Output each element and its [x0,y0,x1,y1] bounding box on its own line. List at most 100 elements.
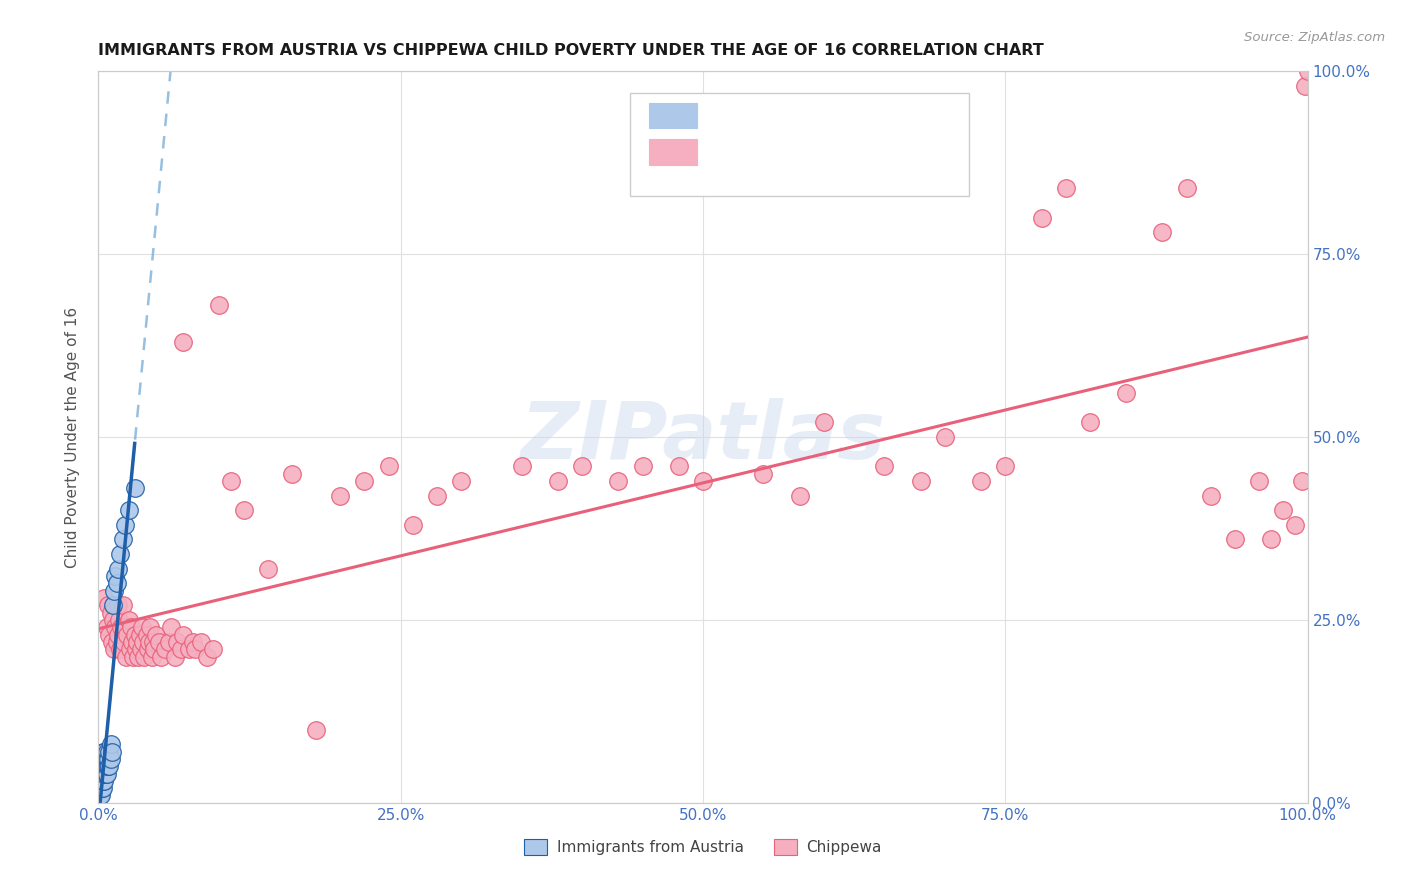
Point [93,591,115,605]
Point [184,642,207,657]
Point [98,745,121,759]
Point [148,635,170,649]
Point [157,635,180,649]
Point [96,620,118,634]
Point [107,562,129,576]
Point [1115,386,1137,401]
Point [96,766,118,780]
Point [150,649,173,664]
Point [101,613,124,627]
Point [256,562,278,576]
FancyBboxPatch shape [630,94,969,195]
Point [100,606,122,620]
Point [1296,64,1319,78]
Point [90,773,112,788]
Point [89,773,111,788]
Point [1152,225,1174,239]
Point [93,766,115,780]
Point [100,635,122,649]
Bar [648,103,697,128]
Point [166,635,188,649]
Point [607,474,630,488]
Point [994,459,1017,474]
Point [90,789,112,803]
Point [104,569,127,583]
Point [115,649,138,664]
Point [111,533,134,547]
Point [111,627,134,641]
Point [1284,517,1306,532]
Point [94,766,117,780]
Point [138,635,160,649]
Point [160,620,183,634]
Point [135,627,157,641]
Point [91,773,114,788]
Point [100,737,122,751]
Point [132,635,155,649]
Point [91,781,114,796]
Point [94,752,117,766]
Point [145,627,167,641]
Point [93,773,115,788]
Point [117,627,139,641]
Point [91,759,114,773]
Point [112,635,135,649]
Point [169,642,191,657]
Text: N = 101: N = 101 [842,143,917,161]
Point [110,620,132,634]
Point [105,635,128,649]
Point [120,620,142,634]
Point [172,334,194,349]
Point [426,489,449,503]
Point [111,599,134,613]
Point [93,759,115,773]
Point [107,599,129,613]
Point [353,474,375,488]
Point [631,459,654,474]
Point [143,642,166,657]
Point [93,745,115,759]
Point [208,298,231,312]
Point [121,635,143,649]
Point [97,599,120,613]
Point [1272,503,1295,517]
Point [668,459,690,474]
Point [104,620,127,634]
Point [103,583,125,598]
Point [136,642,159,657]
Point [89,781,111,796]
Point [1199,489,1222,503]
Point [134,649,156,664]
Point [202,642,225,657]
Point [910,474,932,488]
Point [179,642,201,657]
Point [118,503,141,517]
Point [181,635,204,649]
Text: R = 0.515: R = 0.515 [716,106,806,125]
Point [873,459,896,474]
Point [98,759,121,773]
Point [89,766,111,780]
Point [510,459,533,474]
Point [142,635,165,649]
Point [195,649,218,664]
Point [402,517,425,532]
Point [105,576,128,591]
Point [329,489,352,503]
Point [1223,533,1246,547]
Point [107,627,129,641]
Point [108,613,131,627]
Point [118,642,141,657]
Point [125,642,148,657]
Text: N = 46: N = 46 [842,106,905,125]
Point [450,474,472,488]
Point [172,627,194,641]
Point [98,627,121,641]
Text: ZIPatlas: ZIPatlas [520,398,886,476]
Point [97,759,120,773]
Point [96,745,118,759]
Point [813,416,835,430]
Point [91,766,114,780]
Point [305,723,328,737]
Point [91,752,114,766]
